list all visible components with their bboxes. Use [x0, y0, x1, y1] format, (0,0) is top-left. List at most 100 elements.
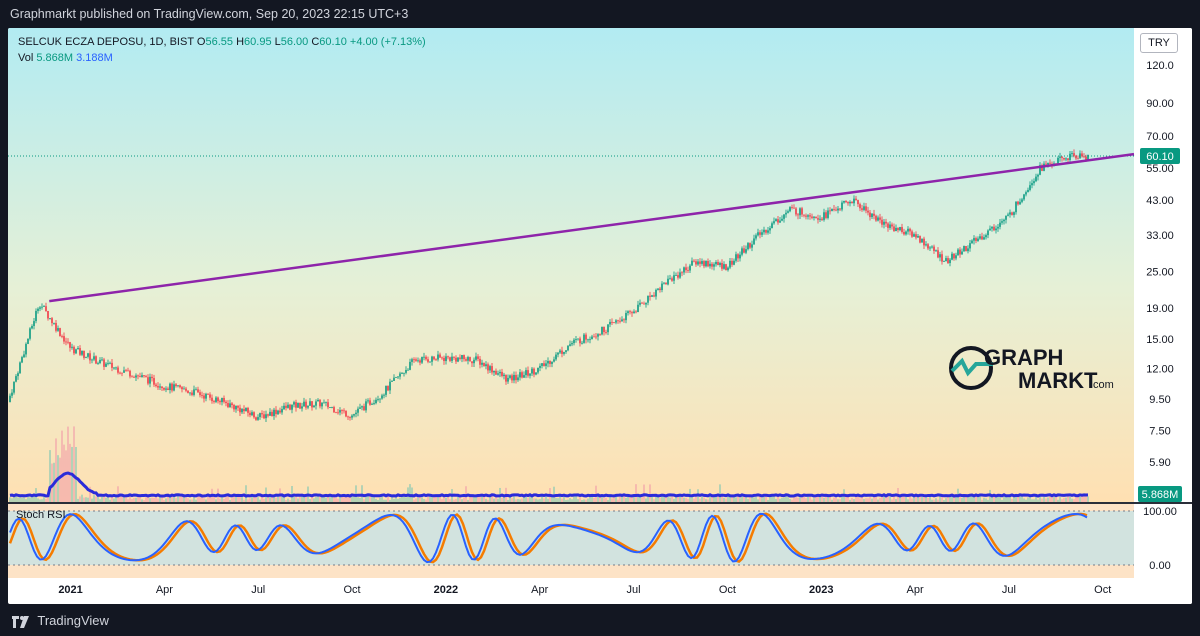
candle-body [975, 238, 977, 241]
candle-body [433, 356, 435, 360]
candle-body [749, 243, 751, 248]
candle-body [145, 376, 147, 378]
volume-bar [163, 499, 165, 502]
volume-bar [1053, 497, 1055, 502]
volume-bar [945, 498, 947, 502]
volume-bar [837, 499, 839, 502]
volume-bar [841, 495, 843, 502]
chart-frame[interactable]: 120.0 90.00 70.00 55.00 43.00 33.00 25.00 19.00… [8, 28, 1192, 604]
candle-body [951, 253, 953, 260]
candle-body [1023, 194, 1025, 200]
candle-body [435, 359, 437, 361]
candle-body [1011, 212, 1013, 215]
candle-body [823, 212, 825, 220]
candle-body [751, 244, 753, 248]
chart-svg[interactable]: 120.0 90.00 70.00 55.00 43.00 33.00 25.00 19.00… [8, 28, 1192, 604]
volume-bar [753, 497, 755, 502]
candle-body [1031, 183, 1033, 186]
time-axis[interactable]: 2021 Apr Jul Oct 2022 Apr Jul Oct 2023 Apr Jul Oct [58, 584, 1111, 596]
candle-body [661, 283, 663, 291]
volume-bar [755, 497, 757, 502]
volume-bar [365, 496, 367, 502]
volume-bar [677, 497, 679, 502]
candle-body [197, 389, 199, 393]
candle-body [115, 367, 117, 369]
candle-body [785, 212, 787, 215]
candle-body [885, 221, 887, 224]
candle-body [715, 262, 717, 265]
volume-bar [1083, 496, 1085, 502]
price-tick-label: 120.0 [1146, 60, 1174, 72]
candle-body [679, 272, 681, 278]
volume-bar [801, 497, 803, 502]
currency-button[interactable]: TRY [1140, 33, 1178, 53]
volume-bar [437, 495, 439, 502]
volume-bar [651, 494, 653, 502]
volume-bar [1059, 497, 1061, 502]
volume-bar [81, 494, 83, 502]
volume-bar [37, 498, 39, 502]
candle-body [483, 362, 485, 367]
watermark-suffix: .com [1090, 379, 1114, 391]
candle-body [701, 261, 703, 264]
candle-body [329, 407, 331, 408]
volume-bar [899, 495, 901, 502]
candle-body [321, 402, 323, 407]
candle-body [459, 357, 461, 359]
volume-bar [931, 499, 933, 502]
candle-body [789, 207, 791, 212]
volume-bar [941, 496, 943, 502]
volume-bar [1007, 497, 1009, 502]
volume-bar [253, 496, 255, 502]
volume-bar [103, 496, 105, 502]
volume-bar [39, 499, 41, 502]
volume-bar [803, 496, 805, 502]
candle-body [697, 261, 699, 265]
volume-bar [577, 499, 579, 502]
candle-body [159, 386, 161, 388]
volume-bar [147, 495, 149, 502]
volume-bar [21, 497, 23, 502]
volume-bar [301, 495, 303, 502]
volume-bar [219, 498, 221, 502]
volume-bar [287, 498, 289, 502]
candle-body [517, 377, 519, 381]
volume-bar [585, 499, 587, 502]
stoch-axis[interactable]: 100.00 0.00 [1143, 506, 1177, 572]
candle-body [233, 405, 235, 410]
candle-body [305, 401, 307, 408]
volume-bar [479, 496, 481, 502]
candle-body [99, 359, 101, 364]
volume-bar [139, 497, 141, 502]
volume-bar [525, 496, 527, 502]
candle-body [649, 295, 651, 297]
volume-bar [717, 495, 719, 502]
candle-body [245, 407, 247, 412]
volume-bar [43, 495, 45, 502]
candle-body [453, 356, 455, 358]
open-value: 56.55 [205, 36, 234, 48]
candle-body [219, 401, 221, 403]
candle-body [263, 414, 265, 419]
candle-body [513, 374, 515, 381]
candle-body [389, 381, 391, 391]
candle-body [643, 303, 645, 305]
candle-body [671, 278, 673, 281]
candle-body [113, 367, 115, 369]
volume-bar [861, 496, 863, 502]
volume-bar [929, 494, 931, 502]
candle-body [247, 407, 249, 413]
volume-bar [25, 499, 27, 502]
candle-body [283, 405, 285, 410]
candle-body [695, 261, 697, 265]
candle-body [63, 336, 65, 342]
tradingview-brand[interactable]: TradingView [12, 613, 109, 629]
volume-bar [215, 499, 217, 502]
volume-bar [741, 494, 743, 502]
volume-bar [529, 496, 531, 502]
price-axis[interactable]: 120.0 90.00 70.00 55.00 43.00 33.00 25.00 19.00… [1146, 60, 1174, 469]
candle-body [57, 328, 59, 331]
candle-body [417, 360, 419, 362]
volume-bar [811, 499, 813, 502]
candle-body [289, 404, 291, 410]
